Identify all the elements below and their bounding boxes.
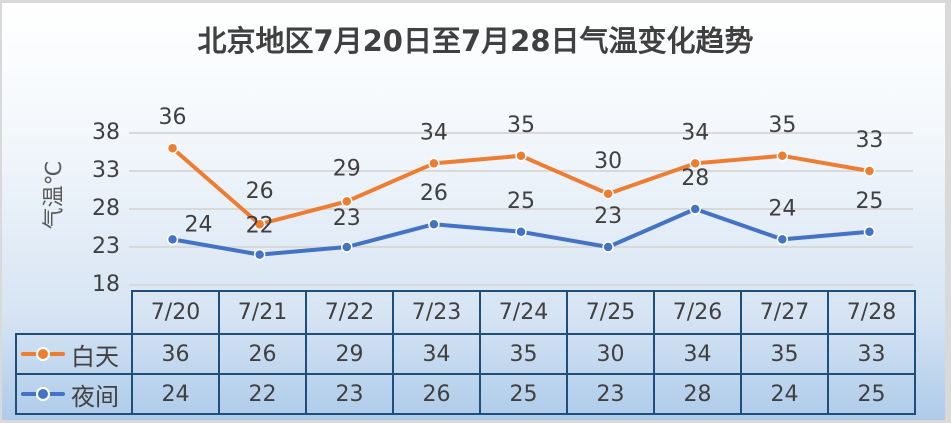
y-tick: 23 [92, 234, 120, 259]
table-cell: 24 [740, 373, 829, 415]
table-cell: 28 [653, 373, 742, 415]
data-point-marker [776, 233, 789, 246]
category-header: 7/25 [566, 290, 655, 335]
table-cell: 34 [653, 333, 742, 375]
data-labels: 36 26 29 34 35 30 34 35 33 24 22 23 26 25 23 28 24 25 [159, 105, 884, 238]
table-cell: 35 [740, 333, 829, 375]
data-label: 34 [681, 120, 709, 145]
category-header: 7/27 [740, 290, 829, 335]
legend-day: 白天 [15, 333, 133, 375]
data-point-marker [253, 248, 266, 261]
data-point-marker [863, 165, 876, 177]
data-point-marker [602, 188, 614, 200]
data-label: 24 [768, 196, 796, 221]
data-point-marker [166, 233, 179, 246]
table-cell: 29 [305, 333, 394, 375]
y-tick: 33 [92, 158, 120, 183]
data-label: 25 [507, 189, 535, 214]
data-point-marker [253, 218, 266, 230]
data-point-marker [602, 241, 614, 253]
data-label: 23 [594, 204, 622, 229]
data-point-marker [689, 203, 701, 215]
table-corner [16, 291, 133, 335]
data-label: 36 [159, 105, 187, 130]
category-header: 7/22 [305, 290, 394, 335]
series-lines [166, 142, 876, 261]
data-label: 24 [185, 212, 213, 237]
table-cell: 25 [479, 373, 568, 415]
data-label: 33 [855, 128, 883, 153]
blue-line-marker-icon [21, 387, 65, 401]
table-cell: 23 [305, 373, 394, 415]
legend-label: 白天 [71, 342, 119, 371]
y-tick: 28 [92, 196, 120, 221]
table-cell: 33 [827, 333, 916, 375]
category-header: 7/23 [392, 290, 481, 335]
data-point-marker [341, 241, 353, 253]
data-label: 26 [420, 181, 448, 206]
table-cell: 30 [566, 333, 655, 375]
data-point-marker [689, 157, 701, 170]
category-header: 7/20 [131, 290, 220, 335]
legend-night: 夜间 [15, 373, 133, 415]
table-cell: 22 [218, 373, 307, 415]
table-cell: 34 [392, 333, 481, 375]
category-header: 7/26 [653, 290, 742, 335]
data-point-marker [776, 150, 789, 162]
data-point-marker [428, 218, 440, 230]
data-label: 25 [855, 189, 883, 214]
orange-line-marker-icon [21, 347, 65, 361]
data-label: 23 [333, 206, 361, 231]
table-cell: 26 [218, 333, 307, 375]
data-label: 26 [246, 179, 274, 204]
data-label: 22 [246, 214, 274, 239]
data-label: 35 [768, 113, 796, 138]
data-point-marker [166, 142, 179, 154]
table-row-day: 白天 36 26 29 34 35 30 34 35 33 [15, 333, 916, 375]
table-cell: 23 [566, 373, 655, 415]
category-header: 7/24 [479, 290, 568, 335]
y-tick: 38 [92, 120, 120, 145]
data-label: 29 [333, 156, 361, 181]
table-cell: 36 [131, 333, 220, 375]
table-cell: 25 [827, 373, 916, 415]
legend-label: 夜间 [71, 382, 119, 411]
data-point-marker [428, 157, 440, 170]
data-point-marker [515, 226, 527, 238]
data-label: 35 [507, 113, 535, 138]
table-cell: 35 [479, 333, 568, 375]
chart-title: 北京地区7月20日至7月28日气温变化趋势 [197, 24, 754, 58]
table-row-night: 夜间 24 22 23 26 25 23 28 24 25 [15, 373, 916, 415]
category-header: 7/28 [827, 290, 916, 335]
data-point-marker [515, 150, 527, 162]
table-cell: 24 [131, 373, 220, 415]
category-header: 7/21 [218, 290, 307, 335]
gridlines [129, 132, 913, 286]
data-label: 28 [681, 166, 709, 191]
data-point-marker [863, 226, 876, 238]
data-label: 34 [420, 120, 448, 145]
data-label: 30 [594, 149, 622, 174]
data-table: 7/20 7/21 7/22 7/23 7/24 7/25 7/26 7/27 … [15, 290, 916, 415]
data-point-marker [341, 195, 353, 208]
table-cell: 26 [392, 373, 481, 415]
